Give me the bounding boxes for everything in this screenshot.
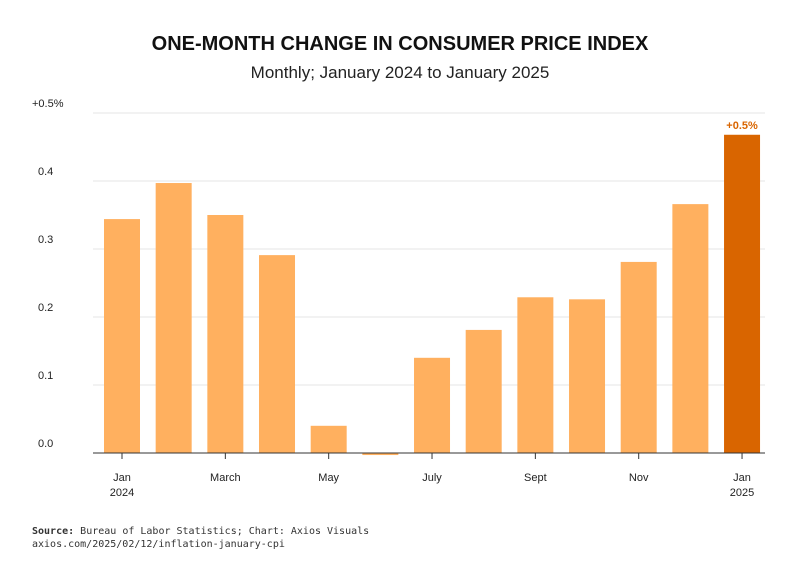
source-url: axios.com/2025/02/12/inflation-january-c… [32,539,285,550]
bar [104,219,140,453]
chart-title: ONE-MONTH CHANGE IN CONSUMER PRICE INDEX [151,33,649,55]
y-tick-label: 0.0 [38,438,53,450]
bar [155,183,192,454]
y-tick-label: +0.5% [32,98,64,110]
source-text: Bureau of Labor Statistics; Chart: Axios… [74,526,370,537]
x-tick-label: Nov [629,472,649,484]
bar [517,297,554,453]
x-tick-sublabel: 2024 [110,487,134,499]
y-tick-label: 0.2 [38,302,53,314]
bar [672,204,709,453]
bar [310,425,347,453]
x-tick-label: March [210,472,241,484]
bar [414,357,451,453]
bar [465,329,502,453]
bar-chart: 0.0 0.1 0.2 0.3 0.4 +0.5% Jan 2024 March May July S… [32,98,765,499]
x-tick-sublabel: 2025 [730,487,754,499]
chart-subtitle: Monthly; January 2024 to January 2025 [250,63,550,82]
x-tick-label: May [318,472,339,484]
bar [259,255,296,453]
source-label: Source: [32,526,75,537]
y-tick-label: 0.1 [38,370,53,382]
bar [724,134,761,453]
y-tick-label: 0.4 [38,166,53,178]
data-label: +0.5% [726,120,758,132]
bar [569,299,606,453]
y-tick-label: 0.3 [38,234,53,246]
x-tick-label: Jan [113,472,131,484]
x-tick-label: Jan [733,472,751,484]
source-note: Source: Bureau of Labor Statistics; Char… [32,525,369,551]
x-tick-label: July [422,472,442,484]
bar [362,453,399,456]
bar [207,215,244,453]
bar [620,261,657,453]
x-tick-label: Sept [524,472,547,484]
